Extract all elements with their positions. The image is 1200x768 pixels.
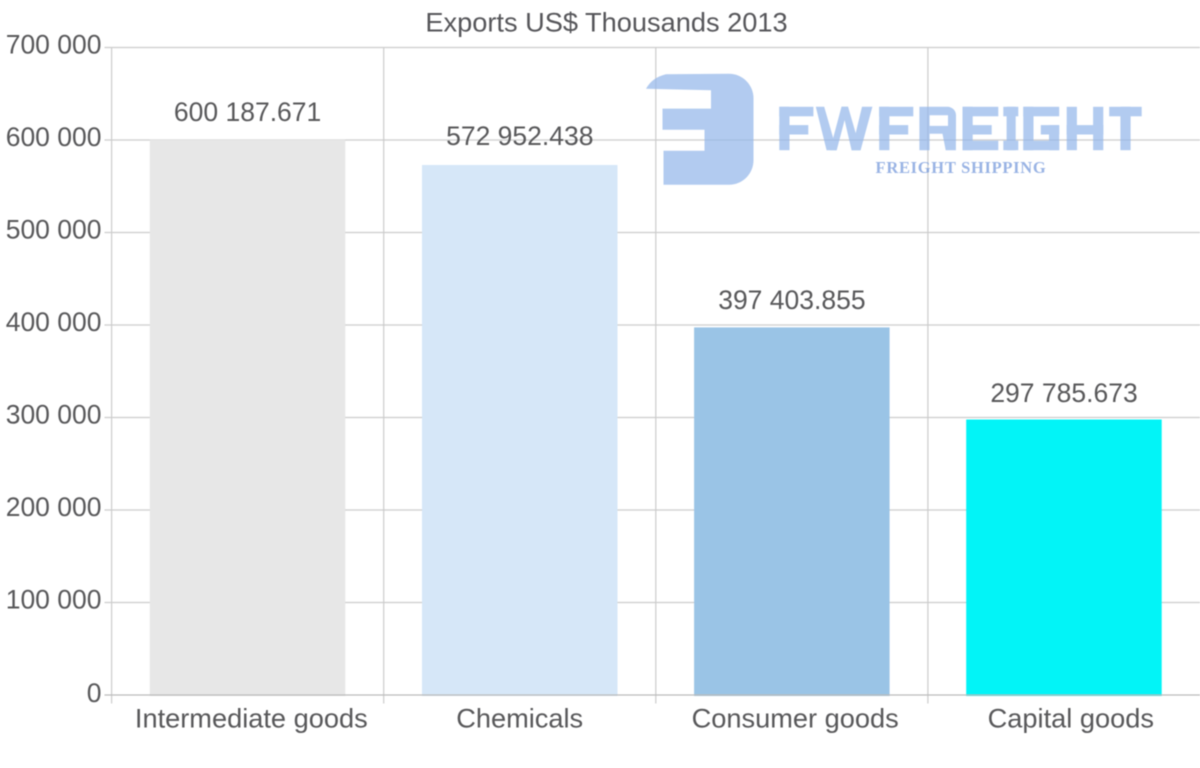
svg-text:100 000: 100 000: [6, 585, 102, 615]
svg-text:397 403.855: 397 403.855: [718, 285, 865, 315]
svg-text:Exports US$ Thousands 2013: Exports US$ Thousands 2013: [425, 7, 787, 38]
svg-text:300 000: 300 000: [6, 400, 102, 430]
svg-text:Intermediate goods: Intermediate goods: [135, 702, 368, 733]
svg-text:500 000: 500 000: [6, 215, 102, 245]
svg-text:200 000: 200 000: [6, 492, 102, 522]
svg-text:600 000: 600 000: [6, 122, 102, 152]
svg-text:400 000: 400 000: [6, 307, 102, 337]
svg-text:Chemicals: Chemicals: [456, 702, 583, 733]
svg-text:297 785.673: 297 785.673: [990, 378, 1137, 408]
svg-text:600 187.671: 600 187.671: [174, 97, 321, 127]
svg-text:700 000: 700 000: [6, 30, 102, 60]
svg-text:FREIGHT SHIPPING: FREIGHT SHIPPING: [876, 158, 1047, 177]
svg-text:Consumer goods: Consumer goods: [692, 702, 899, 733]
svg-text:0: 0: [87, 678, 102, 708]
svg-text:572 952.438: 572 952.438: [446, 121, 593, 151]
svg-text:Capital goods: Capital goods: [988, 702, 1154, 733]
